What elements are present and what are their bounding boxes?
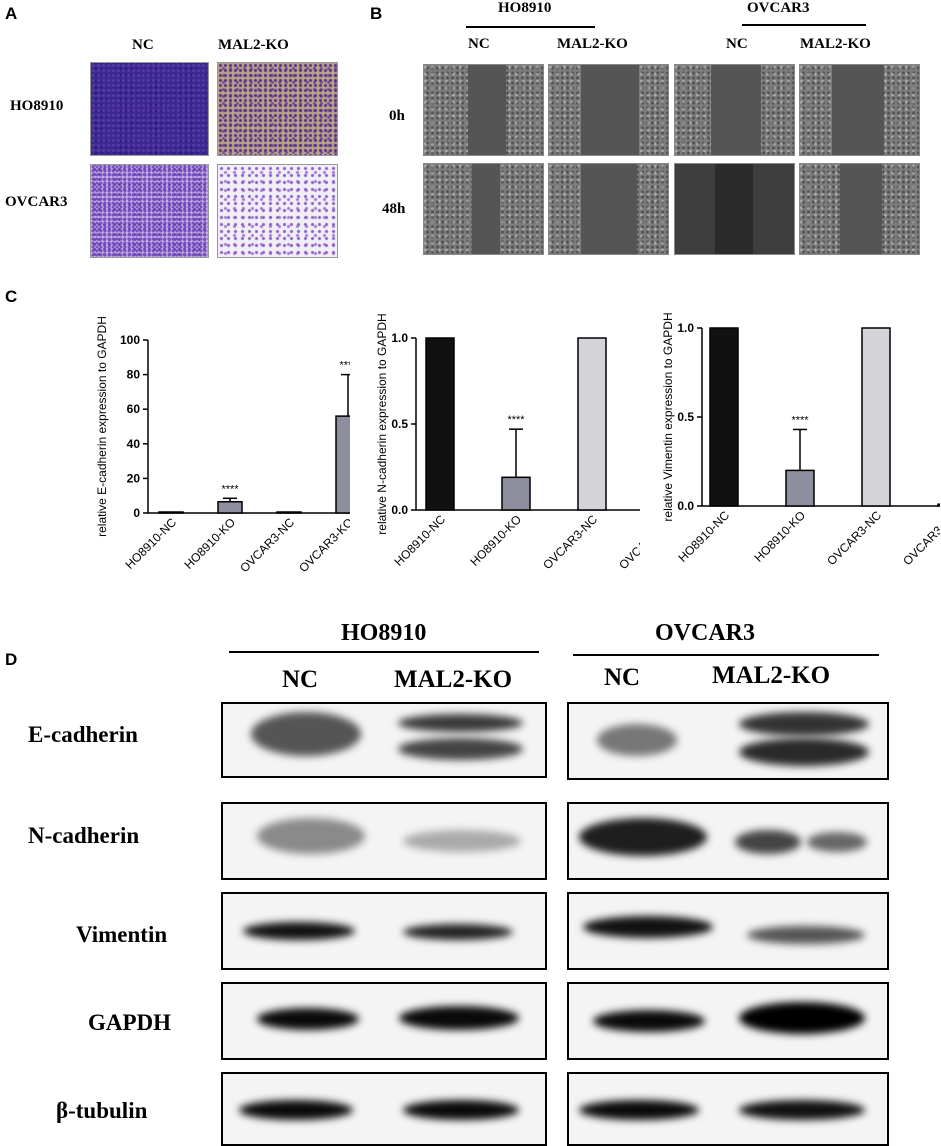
bar-ho8910-nc — [709, 327, 739, 507]
protein-label-vimentin: Vimentin — [76, 922, 168, 947]
x-tick-label: HO8910-NC — [392, 512, 449, 569]
x-tick-label: HO8910-KO — [182, 515, 239, 572]
blot-ecadherin-ovcar3 — [567, 702, 889, 780]
panel-a-col-nc: NC — [132, 37, 154, 53]
y-tick-label: 0.0 — [677, 499, 694, 513]
y-tick-label: 0.5 — [677, 410, 694, 424]
wound-image-ho8910-ko-48h — [548, 163, 669, 255]
x-tick-label: OVCAR3-NC — [540, 512, 600, 572]
wound-image-ovcar3-nc-0h — [674, 64, 795, 156]
significance-marker: **** — [221, 483, 239, 495]
x-tick-label: OVCAR3-NC — [824, 508, 884, 568]
panel-d-col-nc-1: NC — [282, 666, 319, 693]
panel-d-col-ko-1: MAL2-KO — [394, 666, 513, 693]
panel-b-group-ovcar3: OVCAR3 — [747, 0, 810, 16]
x-tick-label: OVCAR3-KO — [900, 508, 940, 568]
panel-b-group-ho8910: HO8910 — [498, 0, 552, 16]
bar-ho8910-ko — [501, 476, 531, 511]
panel-c-label: C — [5, 287, 18, 306]
bar-ovcar3-ko — [937, 503, 940, 507]
x-tick-label: HO8910-NC — [676, 508, 733, 565]
protein-label-gapdh: GAPDH — [88, 1010, 172, 1035]
blot-btubulin-ovcar3 — [567, 1072, 889, 1146]
panel-d-col-ko-2: MAL2-KO — [712, 662, 831, 689]
y-tick-label: 1.0 — [677, 321, 694, 335]
x-tick-label: HO8910-KO — [752, 508, 809, 565]
bar-ho8910-nc — [425, 337, 455, 511]
panel-b-label: B — [370, 4, 383, 23]
transwell-image-ho8910-nc — [90, 62, 209, 156]
bar-ho8910-nc — [158, 511, 184, 514]
bar-chart-e-cadherin: 0 20 40 60 80 100 relative E-cadherin expressi… — [95, 316, 350, 575]
wound-image-ovcar3-ko-48h — [799, 163, 920, 255]
y-tick-label: 0.0 — [391, 503, 408, 517]
x-tick-label: OVCAR3-NC — [237, 515, 297, 575]
panel-b-col-nc-2: NC — [726, 36, 748, 52]
y-tick-label: 20 — [127, 471, 141, 485]
panel-a-row-ovcar3: OVCAR3 — [5, 194, 68, 210]
y-tick-label: 40 — [127, 437, 141, 451]
blot-vimentin-ho8910 — [221, 892, 547, 970]
significance-marker: **** — [791, 414, 809, 426]
transwell-image-ovcar3-ko — [217, 164, 338, 258]
x-tick-label: HO8910-KO — [468, 512, 525, 569]
blot-gapdh-ho8910 — [221, 982, 547, 1060]
panel-d-label: D — [5, 650, 18, 669]
bar-ovcar3-nc — [276, 511, 302, 514]
y-tick-label: 100 — [120, 333, 140, 347]
blot-gapdh-ovcar3 — [567, 982, 889, 1060]
wound-image-ho8910-ko-0h — [548, 64, 669, 156]
panel-d-group-bar-ho8910 — [229, 651, 539, 653]
panel-a-row-ho8910: HO8910 — [10, 98, 64, 114]
blot-btubulin-ho8910 — [221, 1072, 547, 1146]
panel-b-row-0h: 0h — [389, 108, 405, 124]
y-axis-label: relative N-cadherin expression to GAPDH — [375, 313, 389, 534]
bar-ovcar3-nc — [861, 327, 891, 507]
panel-b-group-bar-ovcar3 — [742, 24, 866, 26]
wound-image-ho8910-nc-0h — [423, 64, 544, 156]
bar-ho8910-ko — [785, 469, 815, 507]
transwell-image-ho8910-ko — [217, 62, 338, 156]
y-axis-label: relative Vimentin expression to GAPDH — [661, 312, 675, 521]
bar-ho8910-ko — [217, 501, 243, 514]
x-tick-label: OVCAR3-KO — [616, 512, 640, 572]
protein-label-n-cadherin: N-cadherin — [28, 823, 140, 848]
panel-a-label: A — [5, 4, 18, 23]
wound-image-ovcar3-ko-0h — [799, 64, 920, 156]
panel-d-group-ovcar3: OVCAR3 — [655, 620, 755, 646]
bar-ovcar3-nc — [577, 337, 607, 511]
panel-b-col-ko-1: MAL2-KO — [557, 36, 628, 52]
panel-b-col-ko-2: MAL2-KO — [800, 36, 871, 52]
y-tick-label: 80 — [127, 368, 141, 382]
protein-label-beta-tubulin: β-tubulin — [56, 1098, 148, 1123]
blot-vimentin-ovcar3 — [567, 892, 889, 970]
blot-ncadherin-ho8910 — [221, 802, 547, 880]
panel-b-col-nc-1: NC — [468, 36, 490, 52]
panel-d-group-ho8910: HO8910 — [341, 620, 427, 646]
significance-marker: **** — [339, 360, 350, 372]
panel-d-col-nc-2: NC — [604, 664, 641, 691]
panel-b-row-48h: 48h — [382, 201, 406, 217]
wound-image-ho8910-nc-48h — [423, 163, 544, 255]
panel-b-group-bar-ho8910 — [466, 26, 595, 28]
y-tick-label: 60 — [127, 402, 141, 416]
blot-ncadherin-ovcar3 — [567, 802, 889, 880]
significance-marker: **** — [507, 414, 525, 426]
x-tick-label: OVCAR3-KO — [296, 515, 350, 575]
y-axis-label: relative E-cadherin expression to GAPDH — [95, 316, 109, 537]
bar-ovcar3-ko — [335, 415, 350, 514]
wound-image-ovcar3-nc-48h — [674, 163, 795, 255]
protein-label-e-cadherin: E-cadherin — [28, 722, 138, 747]
transwell-image-ovcar3-nc — [90, 164, 209, 258]
panel-d-group-bar-ovcar3 — [573, 654, 879, 656]
panel-a-col-mal2ko: MAL2-KO — [218, 37, 289, 53]
x-tick-label: HO8910-NC — [123, 515, 180, 572]
blot-ecadherin-ho8910 — [221, 702, 547, 778]
y-tick-label: 1.0 — [391, 331, 408, 345]
y-tick-label: 0.5 — [391, 417, 408, 431]
y-tick-label: 0 — [133, 506, 140, 520]
